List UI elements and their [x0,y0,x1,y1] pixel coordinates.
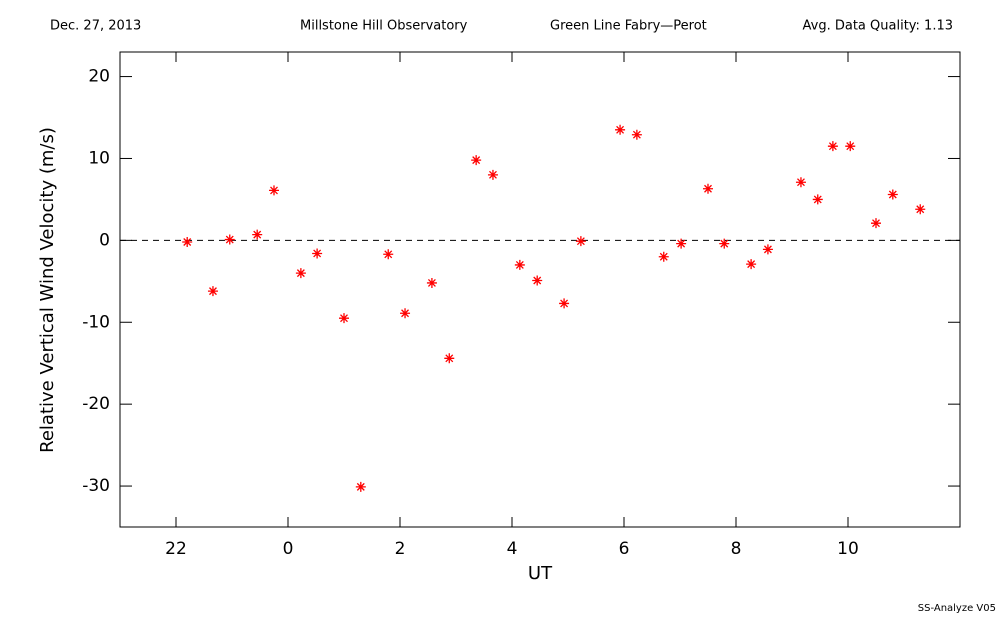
data-point [532,275,543,286]
data-point [795,177,806,188]
data-point [559,298,570,309]
quality: Avg. Data Quality: 1.13 [803,19,953,34]
data-point [575,236,586,247]
data-point [615,124,626,135]
footer: SS-Analyze V05 [918,603,996,614]
data-point [812,194,823,205]
x-tick-label: 2 [395,539,406,559]
data-point [182,237,193,247]
x-tick-label: 22 [165,539,187,559]
data-point [312,248,323,259]
data-point [224,234,235,245]
y-axis-label: Relative Vertical Wind Velocity (m/s) [37,127,58,453]
data-point [426,277,437,288]
data-point [444,353,455,364]
x-tick-label: 6 [619,539,630,559]
data-point [355,481,366,492]
instrument: Green Line Fabry—Perot [550,19,707,34]
x-tick-label: 8 [731,539,742,559]
x-tick-label: 10 [837,539,859,559]
x-tick-label: 4 [507,539,518,559]
data-point [339,313,349,324]
data-point [487,169,498,180]
data-point [719,238,730,249]
y-tick-label: -30 [82,476,110,496]
data-point [915,204,926,215]
data-point [746,259,757,270]
y-tick-label: 0 [99,230,110,250]
y-tick-label: 10 [88,148,110,168]
data-point [845,141,856,152]
data-point [676,238,687,249]
observatory: Millstone Hill Observatory [300,19,468,34]
y-tick-label: -10 [82,312,110,332]
data-point [514,259,525,270]
data-point [400,308,411,319]
data-point [207,286,218,297]
x-axis-label: UT [528,563,553,584]
data-point [383,249,394,260]
data-point [269,185,279,196]
data-point [887,189,898,200]
x-tick-label: 0 [283,539,294,559]
data-point [631,129,642,140]
data-point [471,155,482,166]
data-point [827,141,838,152]
data-point [871,218,881,229]
data-point [762,244,773,255]
data-point [658,251,669,262]
y-tick-label: 20 [88,67,110,87]
data-point [295,268,306,279]
data-point [252,229,263,240]
plot-frame [119,51,961,528]
y-tick-label: -20 [82,394,110,414]
data-point [703,183,713,194]
date: Dec. 27, 2013 [50,19,141,34]
